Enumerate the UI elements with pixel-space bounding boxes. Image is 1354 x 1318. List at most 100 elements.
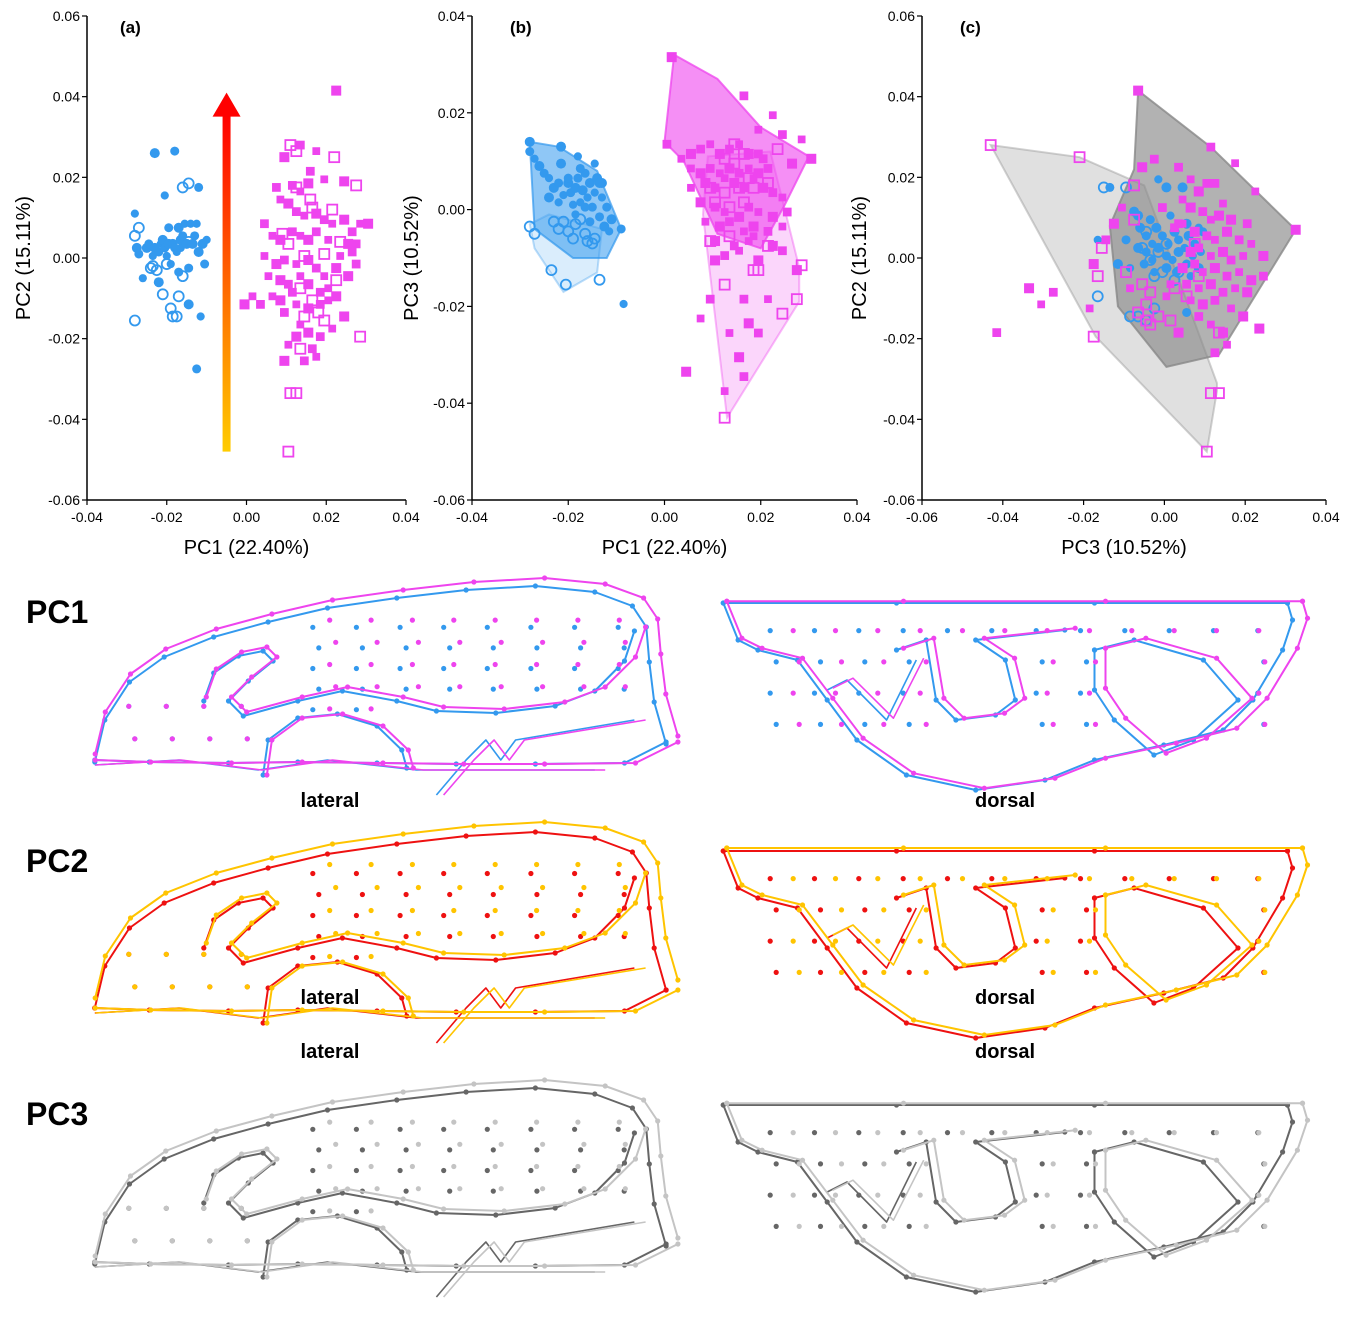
data-point-blue-open bbox=[166, 310, 179, 323]
landmark-dot bbox=[333, 1186, 339, 1192]
landmark-dot bbox=[773, 1161, 779, 1167]
landmark-dot bbox=[1091, 1149, 1098, 1155]
data-point-magenta-filled bbox=[1254, 323, 1265, 334]
landmark-dot bbox=[484, 1167, 490, 1174]
data-point-magenta-filled bbox=[1162, 292, 1171, 301]
landmark-dot bbox=[856, 1130, 862, 1136]
landmark-dot bbox=[933, 697, 939, 703]
landmark-dot bbox=[299, 694, 305, 700]
y-tick-label: 0.00 bbox=[438, 202, 465, 218]
landmark-dot bbox=[1092, 1161, 1099, 1167]
landmark-dot bbox=[269, 1113, 275, 1119]
landmark-dot bbox=[824, 945, 830, 951]
landmark-dot bbox=[239, 895, 245, 901]
landmark-dot bbox=[260, 1020, 266, 1026]
y-tick-label: 0.00 bbox=[888, 250, 915, 266]
landmark-dot bbox=[403, 1188, 409, 1194]
landmark-dot bbox=[578, 1147, 584, 1153]
landmark-dot bbox=[295, 945, 301, 951]
landmark-dot bbox=[410, 765, 416, 771]
landmark-dot bbox=[900, 1147, 907, 1153]
data-point-magenta-filled bbox=[681, 366, 692, 377]
landmark-dot bbox=[811, 938, 818, 944]
landmark-dot bbox=[961, 962, 967, 968]
landmark-dot bbox=[1256, 1130, 1262, 1136]
landmark-dot bbox=[1091, 895, 1098, 901]
data-point-magenta-filled bbox=[768, 188, 778, 198]
landmark-dot bbox=[244, 736, 250, 742]
landmark-dot bbox=[484, 1126, 490, 1132]
landmark-dot bbox=[1086, 690, 1093, 696]
landmark-dot bbox=[409, 907, 415, 914]
data-point-blue-filled bbox=[1182, 307, 1192, 317]
landmark-dot bbox=[615, 1126, 621, 1132]
landmark-dot bbox=[484, 665, 490, 672]
landmark-dot bbox=[875, 628, 881, 634]
data-point-magenta-filled bbox=[696, 144, 705, 154]
landmark-dot bbox=[663, 739, 669, 745]
data-point-magenta-filled bbox=[1088, 259, 1099, 270]
landmark-dot bbox=[1256, 628, 1262, 634]
data-point-blue-filled bbox=[1166, 211, 1175, 220]
landmark-dot bbox=[1151, 752, 1157, 758]
x-tick-label: 0.02 bbox=[747, 509, 774, 525]
landmark-dot bbox=[1102, 1100, 1109, 1106]
data-point-magenta-filled bbox=[1037, 300, 1046, 309]
landmark-dot bbox=[461, 761, 467, 767]
landmark-dot bbox=[213, 1168, 219, 1174]
landmark-dot bbox=[238, 951, 244, 957]
landmark-dot bbox=[1033, 938, 1039, 944]
landmark-dot bbox=[441, 704, 447, 710]
landmark-dot bbox=[380, 1008, 386, 1014]
data-point-magenta-open bbox=[1128, 213, 1140, 226]
data-point-magenta-filled bbox=[1198, 207, 1208, 216]
data-point-magenta-filled bbox=[1246, 275, 1257, 286]
landmark-dot bbox=[492, 907, 498, 914]
data-point-blue-filled bbox=[1141, 231, 1151, 241]
dorsal-outline bbox=[722, 1104, 1294, 1293]
landmark-dot bbox=[1213, 876, 1220, 882]
landmark-dot bbox=[461, 1263, 467, 1269]
data-point-magenta-filled bbox=[1186, 296, 1195, 305]
landmark-dot bbox=[490, 645, 496, 651]
landmark-dot bbox=[1299, 1100, 1306, 1106]
landmark-dot bbox=[923, 969, 929, 976]
dorsal-outline bbox=[725, 600, 1309, 790]
data-point-magenta-filled bbox=[315, 287, 325, 297]
landmark-dot bbox=[265, 737, 271, 743]
landmark-dot bbox=[542, 1009, 548, 1015]
data-point-magenta-filled bbox=[744, 237, 753, 245]
landmark-dot bbox=[405, 995, 411, 1001]
landmark-dot bbox=[830, 695, 836, 701]
data-point-magenta-filled bbox=[753, 328, 763, 338]
x-tick-label: -0.04 bbox=[71, 509, 103, 525]
landmark-dot bbox=[324, 851, 331, 857]
data-point-magenta-filled bbox=[303, 303, 314, 314]
landmark-dot bbox=[409, 1163, 415, 1170]
dorsal-left-loop bbox=[832, 1159, 925, 1221]
data-point-magenta-filled bbox=[791, 265, 802, 276]
landmark-dot bbox=[1012, 1157, 1018, 1163]
landmark-dot bbox=[126, 703, 132, 709]
data-point-magenta-filled bbox=[328, 324, 337, 333]
landmark-dot bbox=[1092, 1223, 1099, 1229]
landmark-dot bbox=[773, 659, 779, 665]
data-point-magenta-filled bbox=[753, 255, 764, 266]
landmark-dot bbox=[329, 841, 336, 847]
gradient-arrow-shaft bbox=[222, 114, 231, 452]
landmark-dot bbox=[368, 1208, 374, 1214]
landmark-dot bbox=[759, 892, 765, 898]
landmark-dot bbox=[906, 969, 912, 976]
y-tick-label: 0.00 bbox=[53, 250, 80, 266]
data-point-magenta-open bbox=[318, 314, 331, 327]
landmark-dot bbox=[1234, 725, 1240, 731]
landmark-dot bbox=[447, 891, 453, 898]
landmark-dot bbox=[394, 698, 400, 704]
landmark-dot bbox=[1264, 1197, 1270, 1203]
landmark-dot bbox=[415, 1186, 421, 1192]
landmark-dot bbox=[132, 1238, 138, 1244]
landmark-dot bbox=[917, 876, 923, 882]
landmark-dot bbox=[353, 954, 359, 961]
data-point-blue-filled bbox=[180, 219, 189, 228]
landmark-dot bbox=[1123, 715, 1129, 721]
